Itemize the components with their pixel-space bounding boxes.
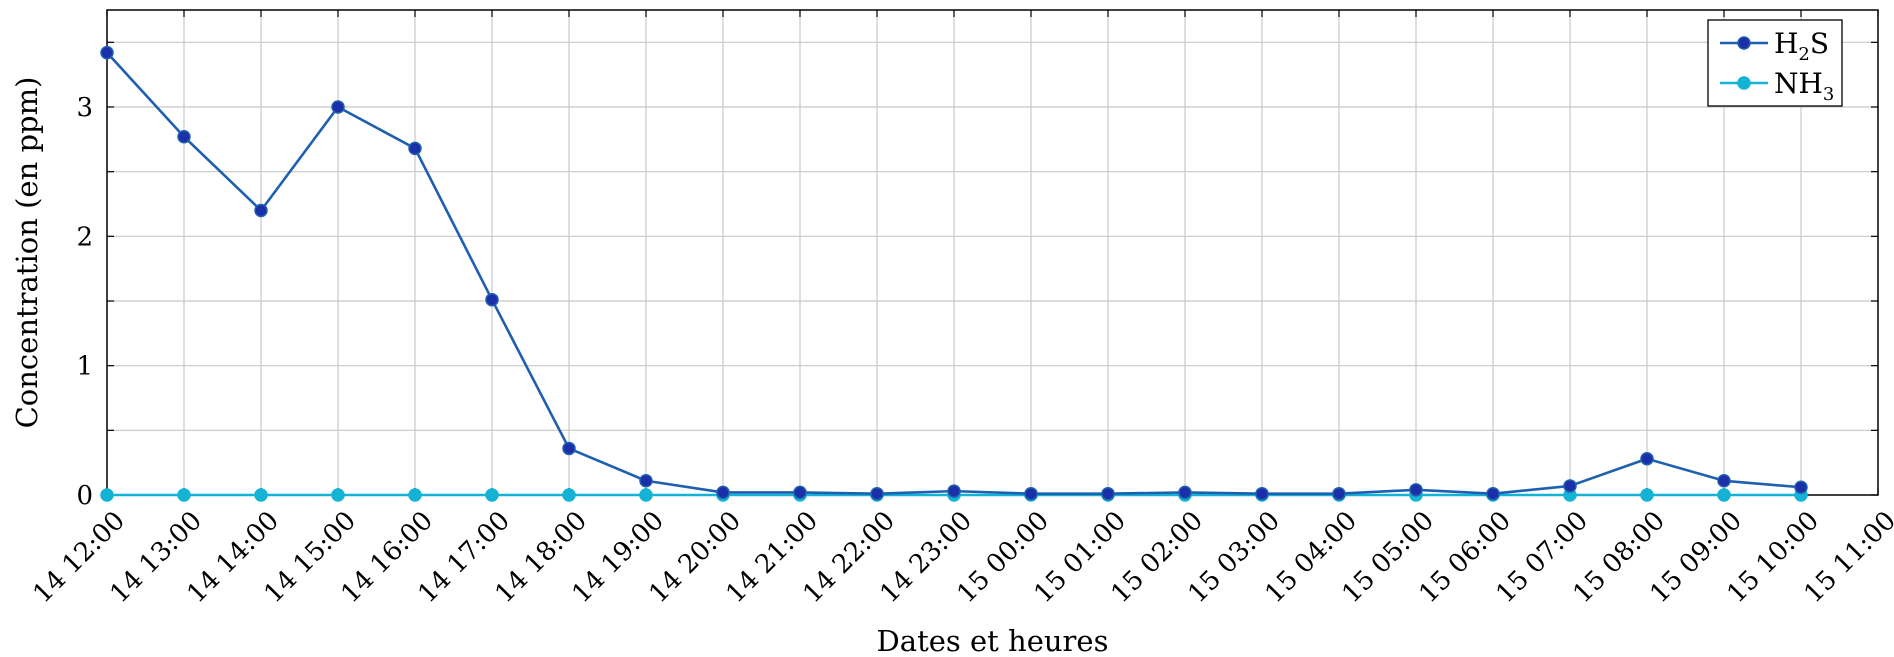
plot-area-frame — [106, 9, 1879, 496]
data-point-h2s — [1717, 474, 1731, 488]
legend-marker-nh3 — [1737, 76, 1751, 90]
legend-marker-h2s — [1737, 36, 1751, 50]
data-point-h2s — [1409, 483, 1423, 497]
axis-ticks — [106, 10, 1879, 496]
data-point-h2s — [1640, 452, 1654, 466]
data-point-h2s — [100, 45, 114, 60]
data-point-h2s — [408, 141, 422, 156]
data-point-h2s — [639, 474, 653, 488]
data-point-h2s — [1101, 486, 1115, 501]
data-point-h2s — [793, 485, 807, 500]
legend-label-h2s: H2S — [1774, 27, 1829, 65]
series-h2s — [100, 45, 1808, 501]
data-point-nh3 — [177, 488, 191, 502]
data-point-nh3 — [639, 488, 653, 502]
data-point-nh3 — [1640, 488, 1654, 502]
data-point-h2s — [1486, 486, 1500, 501]
data-point-h2s — [562, 441, 576, 456]
grid-lines — [107, 10, 1878, 495]
data-point-h2s — [1794, 480, 1808, 494]
data-point-h2s — [254, 203, 268, 218]
data-point-nh3 — [100, 488, 114, 502]
y-tick-label: 1 — [76, 352, 93, 382]
data-point-h2s — [947, 484, 961, 498]
data-point-h2s — [1563, 479, 1577, 493]
data-point-h2s — [870, 486, 884, 501]
series-group — [100, 45, 1808, 502]
data-point-h2s — [177, 129, 191, 144]
data-point-h2s — [716, 485, 730, 500]
data-point-h2s — [1332, 486, 1346, 501]
data-point-h2s — [1178, 485, 1192, 500]
data-point-nh3 — [254, 488, 268, 502]
y-tick-label: 3 — [76, 93, 93, 123]
legend-box — [1707, 19, 1843, 107]
data-point-h2s — [485, 292, 499, 307]
data-point-nh3 — [562, 488, 576, 502]
y-axis-title: Concentration (en ppm) — [10, 77, 44, 429]
data-point-nh3 — [485, 488, 499, 502]
x-axis-title: Dates et heures — [877, 624, 1109, 657]
y-tick-label: 2 — [76, 222, 93, 252]
y-tick-label: 0 — [76, 481, 93, 511]
data-point-h2s — [1255, 486, 1269, 501]
data-point-h2s — [1024, 486, 1038, 501]
data-point-nh3 — [1717, 488, 1731, 502]
data-point-h2s — [331, 100, 345, 114]
data-point-nh3 — [331, 488, 345, 502]
legend-label-nh3: NH3 — [1774, 67, 1834, 105]
data-point-nh3 — [408, 488, 422, 502]
y-tick-labels: 0 1 2 3 — [76, 93, 93, 511]
